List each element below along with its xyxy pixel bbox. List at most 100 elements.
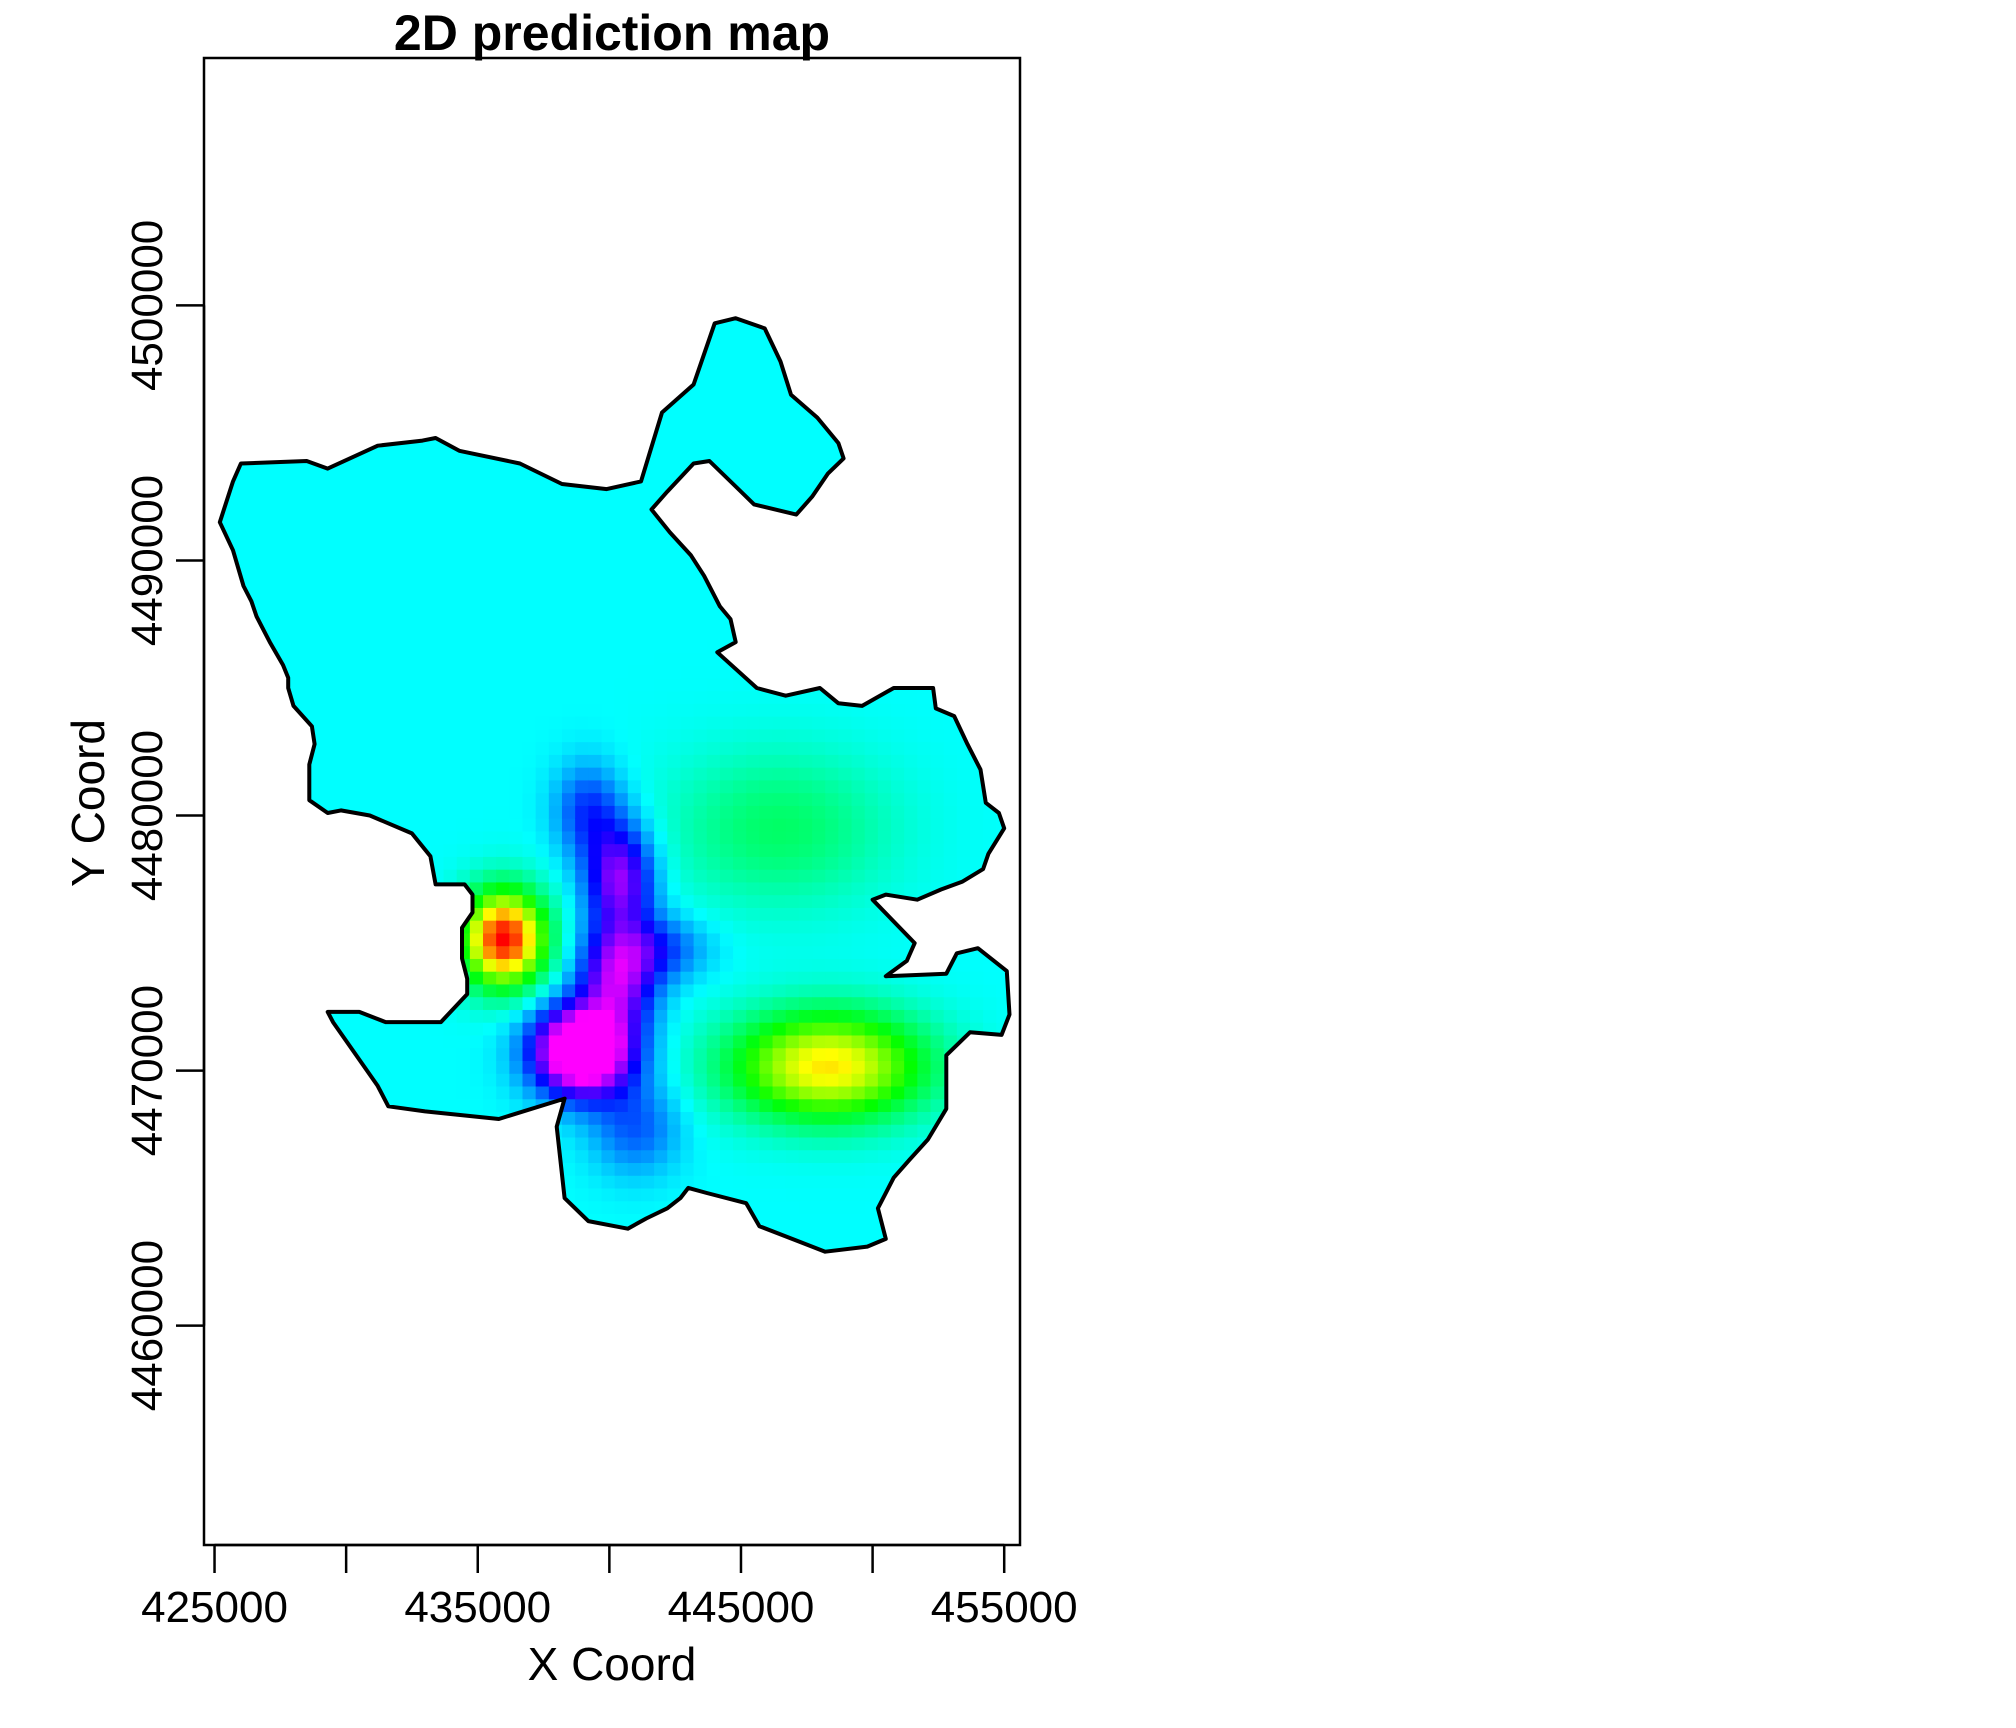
heatmap-cell [746, 767, 761, 781]
heatmap-cell [430, 333, 445, 347]
heatmap-cell [483, 1162, 497, 1176]
heatmap-cell [627, 869, 642, 883]
heatmap-cell [365, 295, 379, 308]
heatmap-cell [864, 754, 879, 768]
heatmap-cell [325, 1073, 339, 1087]
heatmap-cell [785, 486, 800, 500]
heatmap-cell [640, 1073, 655, 1087]
heatmap-cell [943, 626, 958, 641]
heatmap-cell [535, 1022, 550, 1036]
heatmap-cell [232, 665, 247, 679]
heatmap-cell [390, 346, 405, 360]
heatmap-cell [325, 996, 339, 1010]
heatmap-cell [943, 779, 958, 794]
heatmap-cell [377, 473, 392, 488]
heatmap-cell [930, 537, 945, 551]
heatmap-cell [877, 614, 892, 628]
heatmap-cell [693, 665, 708, 679]
heatmap-cell [496, 1251, 510, 1252]
heatmap-cell [522, 1200, 537, 1215]
heatmap-cell [535, 588, 550, 602]
heatmap-cell [601, 358, 616, 373]
heatmap-cell [259, 512, 274, 526]
heatmap-cell [640, 626, 655, 641]
heatmap-cell [812, 779, 826, 794]
heatmap-cell [311, 473, 326, 488]
heatmap-cell [601, 346, 616, 360]
heatmap-cell [864, 958, 879, 972]
heatmap-cell [864, 856, 879, 870]
heatmap-cell [851, 448, 866, 462]
heatmap-cell [351, 767, 366, 781]
heatmap-cell [404, 767, 418, 781]
heatmap-cell [983, 1149, 997, 1164]
heatmap-cell [614, 409, 629, 424]
heatmap-cell [430, 1085, 445, 1100]
heatmap-cell [470, 295, 484, 308]
heatmap-cell [680, 1226, 695, 1240]
heatmap-cell [838, 996, 853, 1010]
heatmap-cell [680, 397, 695, 411]
heatmap-cell [904, 1047, 918, 1061]
heatmap-cell [483, 830, 497, 845]
heatmap-cell [219, 690, 221, 704]
heatmap-cell [838, 741, 853, 755]
heatmap-cell [259, 767, 274, 781]
heatmap-cell [456, 677, 471, 692]
heatmap-cell [812, 460, 826, 475]
heatmap-cell [469, 1200, 484, 1215]
heatmap-cell [338, 1251, 353, 1252]
heatmap-cell [496, 333, 510, 347]
heatmap-cell [917, 486, 932, 500]
heatmap-cell [693, 1251, 708, 1252]
heatmap-cell [417, 920, 431, 934]
heatmap-cell [522, 333, 537, 347]
heatmap-cell [232, 1175, 247, 1189]
heatmap-cell [219, 958, 234, 972]
heatmap-cell [930, 1200, 945, 1215]
heatmap-cell [772, 1047, 787, 1061]
heatmap-cell [851, 1111, 866, 1125]
heatmap-cell [469, 320, 484, 335]
heatmap-cell [627, 792, 642, 806]
heatmap-cell [219, 741, 234, 755]
heatmap-cell [430, 1162, 445, 1176]
heatmap-cell [219, 333, 234, 347]
heatmap-cell [733, 448, 747, 462]
heatmap-cell [509, 690, 524, 704]
heatmap-cell [891, 1111, 905, 1125]
heatmap-cell [719, 1200, 734, 1215]
heatmap-cell [272, 1162, 287, 1176]
heatmap-cell [272, 843, 287, 857]
heatmap-cell [680, 1200, 695, 1215]
heatmap-cell [733, 550, 747, 564]
heatmap-cell [285, 945, 300, 959]
heatmap-cell [772, 716, 787, 730]
heatmap-cell [904, 358, 918, 373]
heatmap-cell [338, 1073, 353, 1087]
heatmap-cell [706, 435, 721, 449]
heatmap-cell [706, 1200, 721, 1215]
heatmap-cell [917, 716, 932, 730]
heatmap-cell [219, 1009, 234, 1023]
heatmap-cell [483, 767, 497, 781]
heatmap-cell [219, 1022, 221, 1036]
heatmap-cell [338, 983, 353, 998]
heatmap-cell [680, 907, 695, 921]
heatmap-cell [456, 563, 471, 577]
heatmap-cell [759, 1213, 774, 1227]
heatmap-cell [733, 295, 747, 308]
heatmap-cell [364, 792, 379, 806]
heatmap-cell [246, 295, 260, 308]
heatmap-cell [338, 563, 353, 577]
heatmap-cell [325, 1098, 339, 1112]
heatmap-cell [746, 524, 761, 539]
heatmap-cell [706, 665, 721, 679]
heatmap-cell [825, 843, 839, 857]
heatmap-cell [588, 767, 603, 781]
heatmap-cell [456, 346, 471, 360]
heatmap-cell [864, 1251, 879, 1252]
heatmap-cell [838, 1175, 853, 1189]
heatmap-cell [891, 626, 905, 641]
heatmap-cell [298, 818, 313, 832]
